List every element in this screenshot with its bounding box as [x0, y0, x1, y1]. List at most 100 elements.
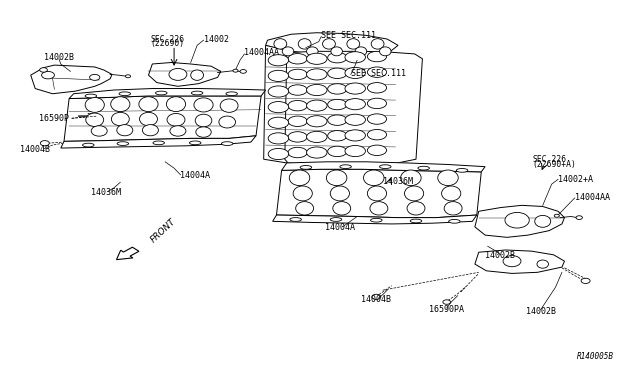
Text: SEC.226: SEC.226	[150, 35, 185, 44]
Ellipse shape	[418, 166, 429, 170]
Polygon shape	[273, 215, 477, 224]
Ellipse shape	[194, 98, 213, 112]
Ellipse shape	[367, 83, 387, 93]
Ellipse shape	[139, 97, 158, 112]
Ellipse shape	[345, 67, 365, 78]
Ellipse shape	[345, 99, 365, 110]
Ellipse shape	[191, 70, 204, 80]
Ellipse shape	[444, 202, 462, 215]
Ellipse shape	[289, 170, 310, 186]
Ellipse shape	[167, 113, 185, 126]
Ellipse shape	[221, 142, 233, 145]
Ellipse shape	[195, 114, 212, 127]
Ellipse shape	[300, 166, 312, 169]
Text: 14002: 14002	[204, 35, 228, 44]
Circle shape	[90, 74, 100, 80]
Ellipse shape	[328, 52, 347, 63]
Ellipse shape	[153, 141, 164, 145]
Polygon shape	[266, 33, 398, 55]
Text: 16590PA: 16590PA	[429, 305, 464, 314]
Ellipse shape	[166, 97, 186, 112]
Ellipse shape	[288, 100, 307, 111]
Ellipse shape	[290, 218, 301, 221]
Ellipse shape	[328, 146, 347, 157]
Ellipse shape	[367, 98, 387, 109]
Ellipse shape	[367, 114, 387, 124]
Ellipse shape	[268, 117, 289, 128]
Text: 14036M: 14036M	[91, 188, 120, 197]
Ellipse shape	[370, 202, 388, 215]
Polygon shape	[69, 89, 266, 99]
Ellipse shape	[220, 99, 238, 112]
Polygon shape	[475, 250, 564, 273]
Ellipse shape	[330, 186, 349, 201]
Ellipse shape	[268, 55, 289, 66]
Ellipse shape	[340, 165, 351, 169]
Ellipse shape	[288, 69, 307, 80]
Ellipse shape	[380, 165, 391, 169]
Ellipse shape	[380, 47, 391, 56]
Text: SEE SEC.111: SEE SEC.111	[351, 69, 406, 78]
Ellipse shape	[307, 100, 327, 111]
Ellipse shape	[307, 84, 327, 96]
Ellipse shape	[196, 127, 211, 137]
Ellipse shape	[288, 85, 307, 95]
Ellipse shape	[323, 39, 335, 49]
Ellipse shape	[328, 84, 347, 94]
Ellipse shape	[407, 202, 425, 215]
Ellipse shape	[142, 125, 158, 136]
Ellipse shape	[189, 141, 201, 145]
Ellipse shape	[307, 116, 327, 127]
Ellipse shape	[345, 130, 365, 141]
Ellipse shape	[331, 47, 342, 56]
Ellipse shape	[355, 47, 367, 56]
Ellipse shape	[367, 51, 387, 62]
FancyArrow shape	[116, 247, 139, 260]
Ellipse shape	[505, 212, 529, 228]
Text: 14004B: 14004B	[362, 295, 391, 304]
Ellipse shape	[326, 170, 347, 186]
Ellipse shape	[268, 70, 289, 81]
Ellipse shape	[92, 126, 108, 136]
Ellipse shape	[268, 102, 289, 113]
Text: 14004AA: 14004AA	[244, 48, 280, 57]
Text: 14004B: 14004B	[20, 145, 50, 154]
Text: 14036M: 14036M	[383, 177, 413, 186]
Ellipse shape	[367, 67, 387, 77]
Circle shape	[40, 141, 49, 146]
Polygon shape	[31, 65, 112, 94]
Ellipse shape	[268, 148, 289, 160]
Ellipse shape	[438, 170, 458, 186]
Ellipse shape	[298, 39, 311, 49]
Ellipse shape	[288, 116, 307, 126]
Ellipse shape	[345, 52, 365, 63]
Ellipse shape	[274, 39, 287, 49]
Ellipse shape	[85, 94, 97, 98]
Polygon shape	[264, 45, 396, 166]
Ellipse shape	[503, 256, 521, 267]
Circle shape	[40, 68, 47, 72]
Polygon shape	[64, 96, 261, 141]
Ellipse shape	[456, 169, 468, 172]
Text: FRONT: FRONT	[148, 217, 177, 245]
Text: SEE SEC.111: SEE SEC.111	[321, 31, 376, 40]
Ellipse shape	[364, 170, 384, 186]
Ellipse shape	[191, 91, 203, 95]
Ellipse shape	[328, 68, 347, 78]
Ellipse shape	[345, 83, 365, 94]
Ellipse shape	[328, 99, 347, 110]
Ellipse shape	[307, 147, 327, 158]
Ellipse shape	[111, 112, 129, 126]
Ellipse shape	[307, 53, 327, 64]
Ellipse shape	[535, 215, 550, 227]
Circle shape	[240, 70, 246, 73]
Ellipse shape	[111, 97, 130, 112]
Ellipse shape	[288, 147, 307, 158]
Ellipse shape	[333, 202, 351, 215]
Text: 14004A: 14004A	[180, 171, 211, 180]
Ellipse shape	[282, 47, 294, 56]
Ellipse shape	[119, 92, 131, 96]
Ellipse shape	[345, 145, 365, 157]
Ellipse shape	[117, 142, 129, 145]
Ellipse shape	[169, 68, 187, 80]
